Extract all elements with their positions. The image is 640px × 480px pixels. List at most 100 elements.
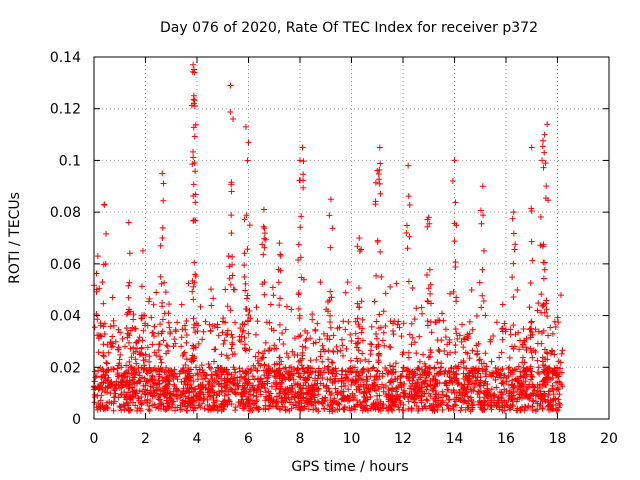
data-point <box>361 404 368 411</box>
data-point <box>159 366 166 373</box>
data-point <box>213 372 220 379</box>
data-point <box>359 325 366 332</box>
data-point <box>159 170 166 177</box>
data-point <box>538 340 545 347</box>
data-point <box>138 344 145 351</box>
data-point <box>527 325 534 332</box>
data-point <box>103 359 110 366</box>
data-point <box>453 394 460 401</box>
data-point <box>279 394 286 401</box>
data-point <box>258 378 265 385</box>
data-point <box>251 400 258 407</box>
y-tick-label: 0.08 <box>50 205 81 221</box>
data-point <box>416 358 423 365</box>
data-point <box>414 381 421 388</box>
data-point <box>138 283 145 290</box>
data-point <box>454 336 461 343</box>
data-point <box>544 379 551 386</box>
data-point <box>429 386 436 393</box>
data-point <box>330 332 337 339</box>
data-point <box>189 288 196 295</box>
data-point <box>359 407 366 414</box>
data-point <box>200 396 207 403</box>
data-point <box>557 401 564 408</box>
data-point <box>262 339 269 346</box>
data-point <box>343 345 350 352</box>
data-point <box>95 400 102 407</box>
data-point <box>164 343 171 350</box>
y-tick-label: 0.1 <box>59 153 81 169</box>
data-point <box>472 374 479 381</box>
data-point <box>183 407 190 414</box>
data-point <box>355 321 362 328</box>
data-point <box>317 380 324 387</box>
data-point <box>221 375 228 382</box>
data-point <box>456 389 463 396</box>
data-point <box>558 350 565 357</box>
data-point <box>423 386 430 393</box>
data-point <box>227 376 234 383</box>
data-point <box>225 253 232 260</box>
data-point <box>231 389 238 396</box>
data-point <box>544 350 551 357</box>
data-point <box>451 375 458 382</box>
data-point <box>365 358 372 365</box>
data-point <box>464 333 471 340</box>
data-point <box>206 364 213 371</box>
data-point <box>312 327 319 334</box>
data-point <box>555 396 562 403</box>
data-point <box>326 376 333 383</box>
data-point <box>222 319 229 326</box>
data-point <box>155 394 162 401</box>
data-point <box>220 315 227 322</box>
data-point <box>415 407 422 414</box>
data-point <box>356 247 363 254</box>
data-point <box>466 318 473 325</box>
data-point <box>517 373 524 380</box>
data-point <box>214 364 221 371</box>
data-point <box>550 369 557 376</box>
data-point <box>530 384 537 391</box>
data-point <box>425 285 432 292</box>
data-point <box>482 350 489 357</box>
data-point <box>371 298 378 305</box>
data-point <box>373 367 380 374</box>
data-point <box>425 214 432 221</box>
data-point <box>174 395 181 402</box>
data-point <box>132 356 139 363</box>
data-point <box>355 347 362 354</box>
data-point <box>492 377 499 384</box>
data-point <box>428 329 435 336</box>
data-point <box>246 397 253 404</box>
data-point <box>511 382 518 389</box>
data-point <box>469 347 476 354</box>
data-point <box>481 390 488 397</box>
data-point <box>149 341 156 348</box>
data-point <box>434 401 441 408</box>
data-point <box>457 407 464 414</box>
data-point <box>208 372 215 379</box>
data-point <box>201 405 208 412</box>
data-point <box>553 407 560 414</box>
data-point <box>133 369 140 376</box>
data-point <box>550 405 557 412</box>
data-point <box>458 338 465 345</box>
data-point <box>103 389 110 396</box>
data-point <box>375 171 382 178</box>
data-point <box>130 370 137 377</box>
data-point <box>143 378 150 385</box>
data-point <box>359 350 366 357</box>
data-point <box>329 359 336 366</box>
data-point <box>298 362 305 369</box>
data-point <box>284 406 291 413</box>
data-point <box>276 375 283 382</box>
data-point <box>469 373 476 380</box>
data-point <box>357 358 364 365</box>
data-point <box>300 276 307 283</box>
data-point <box>442 379 449 386</box>
data-point <box>395 403 402 410</box>
data-point <box>373 373 380 380</box>
data-point <box>424 298 431 305</box>
data-point <box>392 396 399 403</box>
data-point <box>349 364 356 371</box>
